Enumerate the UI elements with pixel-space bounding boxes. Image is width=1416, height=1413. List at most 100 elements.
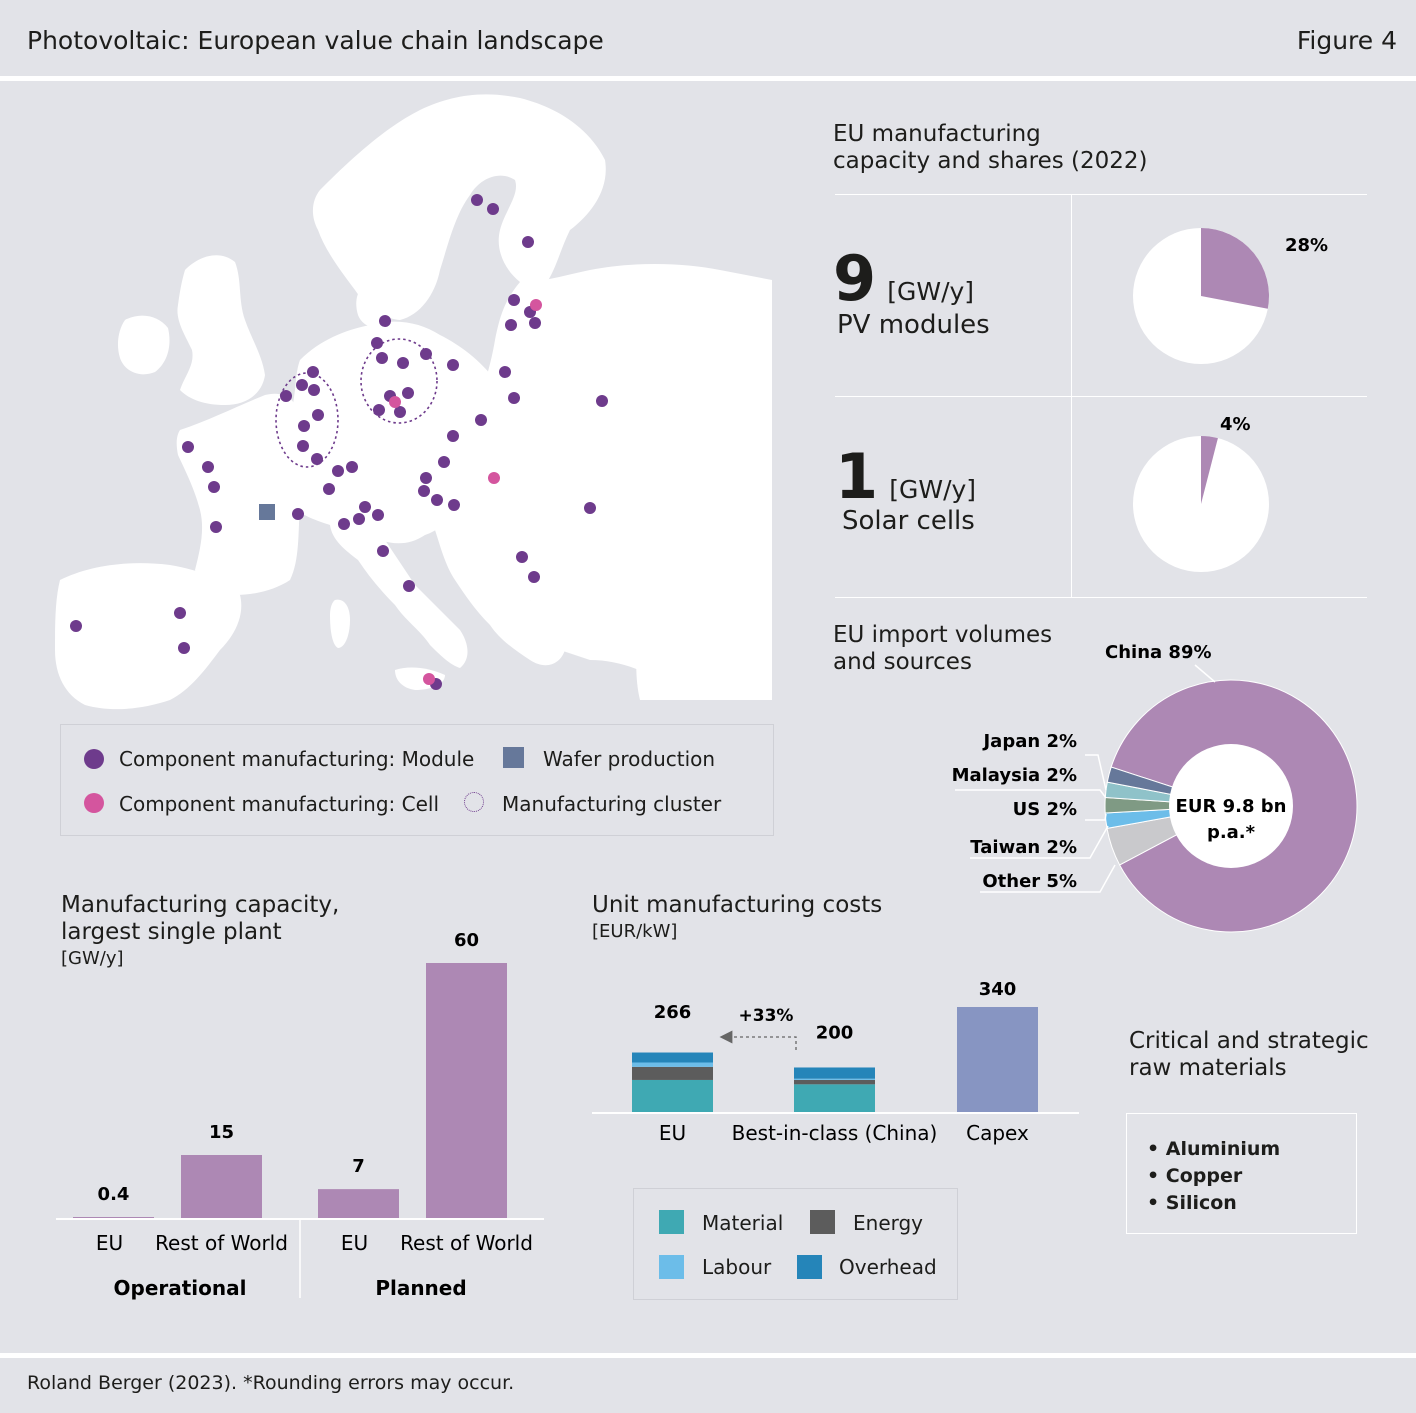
cost-category-label: EU (659, 1121, 686, 1145)
module-share-label: 28% (1285, 235, 1328, 256)
module-legend-label: Component manufacturing: Module (119, 747, 475, 771)
module-site (296, 379, 308, 391)
header: Photovoltaic: European value chain lands… (0, 0, 1416, 78)
plant-bar (426, 963, 507, 1219)
module-site (438, 456, 450, 468)
cell-capacity: 1 [GW/y] (835, 440, 976, 513)
europe-map (55, 94, 772, 710)
cell-legend-marker (84, 793, 104, 813)
wafer-site (259, 504, 275, 520)
capacity-pies: 28% 4% (1133, 228, 1328, 572)
cost-total-label: 200 (816, 1023, 854, 1044)
module-site (447, 430, 459, 442)
imports-title-line2: and sources (833, 649, 972, 675)
module-site (372, 509, 384, 521)
module-site (403, 580, 415, 592)
cost-segment-overhead (794, 1067, 875, 1079)
module-site (178, 642, 190, 654)
labour-legend-label: Labour (702, 1255, 772, 1279)
plant-bar-value: 15 (209, 1122, 234, 1143)
raw-material-item: • Silicon (1147, 1192, 1237, 1214)
raw-materials-title: Critical and strategic raw materials (1129, 1028, 1369, 1082)
label-china: China 89% (1105, 642, 1212, 663)
leader-other (980, 864, 1116, 893)
pie-share-slice (1201, 228, 1269, 309)
turkey-landmass (636, 615, 772, 700)
costs-bar-chart: 266 EU 200 Best-in-class (China) 340 Capex +3… (592, 979, 1079, 1145)
raw-materials-list: • Aluminium • Copper • Silicon (1147, 1136, 1280, 1217)
donut-center-line2: p.a.* (1207, 822, 1256, 843)
raw-material-silicon: Silicon (1165, 1192, 1237, 1214)
cell-site (488, 472, 500, 484)
module-site (505, 319, 517, 331)
plant-bar (181, 1155, 262, 1219)
capacity-title-line1: EU manufacturing (833, 121, 1041, 147)
module-capacity: 9 [GW/y] (833, 242, 974, 315)
plant-category-label: Rest of World (155, 1231, 288, 1255)
central-europe-landmass (286, 321, 501, 544)
cell-legend-label: Component manufacturing: Cell (119, 792, 439, 816)
module-site (471, 194, 483, 206)
module-site (208, 481, 220, 493)
module-site (312, 409, 324, 421)
label-japan: Japan 2% (981, 731, 1077, 752)
capacity-divider-middle (835, 396, 1367, 397)
delta-arrow (719, 1030, 797, 1050)
module-capacity-label: PV modules (837, 310, 990, 340)
plant-category-label: Rest of World (400, 1231, 533, 1255)
plant-title: Manufacturing capacity, largest single p… (61, 892, 339, 946)
module-share-pie (1133, 228, 1269, 364)
module-site (508, 294, 520, 306)
module-site (311, 453, 323, 465)
capacity-divider-top (835, 194, 1367, 195)
module-site (292, 508, 304, 520)
leader-china (1194, 664, 1216, 683)
module-site (376, 352, 388, 364)
material-legend-label: Material (702, 1211, 784, 1235)
cost-segment-energy (794, 1079, 875, 1085)
footer-rule (0, 1353, 1416, 1358)
plant-bars: 0.4 EU 15 Rest of World 7 EU 60 Rest of World (73, 930, 533, 1255)
capacity-divider-bottom (835, 597, 1367, 598)
module-site (394, 406, 406, 418)
imports-title: EU import volumes and sources (833, 622, 1052, 676)
cost-total-label: 266 (654, 1002, 692, 1023)
leader-taiwan (970, 825, 1109, 859)
overhead-legend-swatch (797, 1255, 822, 1279)
leader-malaysia (955, 789, 1107, 799)
module-site (487, 203, 499, 215)
raw-materials-title-line1: Critical and strategic (1129, 1028, 1369, 1054)
land-masses (55, 94, 772, 710)
leader-lines (955, 754, 1116, 893)
module-site (174, 607, 186, 619)
cost-segment-overhead (632, 1052, 713, 1063)
module-sites (70, 194, 608, 690)
cluster-germany (360, 338, 438, 424)
module-site (210, 521, 222, 533)
cost-category-label: Best-in-class (China) (732, 1121, 938, 1145)
module-site (402, 387, 414, 399)
module-site (420, 472, 432, 484)
plant-bar-value: 60 (454, 930, 479, 951)
module-site (431, 494, 443, 506)
module-site (448, 499, 460, 511)
module-site (418, 485, 430, 497)
module-site (397, 357, 409, 369)
plant-bar-chart: 0.4 EU 15 Rest of World 7 EU 60 Rest of World O… (56, 930, 544, 1300)
manufacturing-clusters (275, 338, 438, 468)
wafer-legend-label: Wafer production (543, 747, 716, 771)
imports-title-line1: EU import volumes (833, 622, 1053, 648)
cell-sites (389, 299, 542, 685)
plant-title-line1: Manufacturing capacity, (61, 892, 340, 918)
wafer-legend-marker (503, 747, 524, 768)
module-site (371, 337, 383, 349)
footer-source: Roland Berger (2023). *Rounding errors m… (27, 1372, 515, 1394)
header-rule (0, 76, 1416, 81)
module-site (353, 513, 365, 525)
energy-legend-label: Energy (853, 1211, 924, 1235)
labour-legend-swatch (659, 1255, 684, 1279)
plant-bar (318, 1189, 399, 1219)
energy-legend-swatch (810, 1210, 835, 1234)
costs-unit: [EUR/kW] (592, 921, 678, 942)
delta-label: +33% (739, 1006, 794, 1026)
